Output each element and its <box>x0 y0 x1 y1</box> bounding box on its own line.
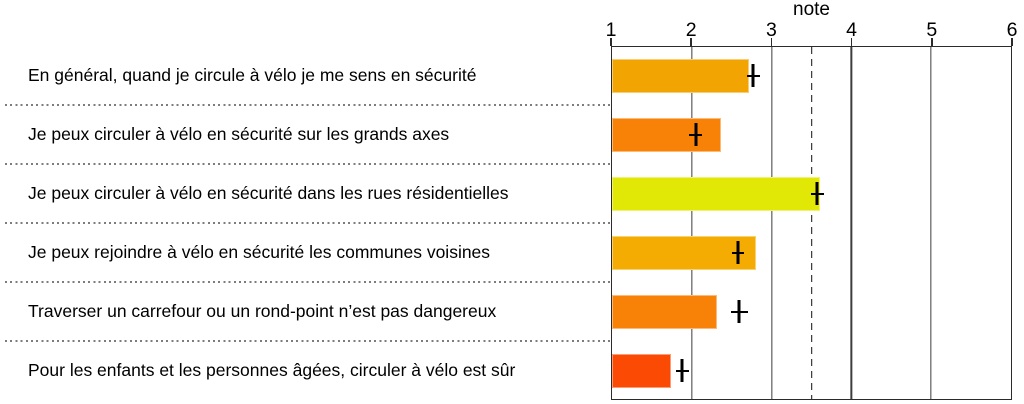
mean-marker <box>736 241 740 264</box>
row-label: Je peux circuler à vélo en sécurité sur … <box>28 124 450 144</box>
mean-marker <box>680 359 684 382</box>
row-label: Je peux rejoindre à vélo en sécurité les… <box>28 242 491 262</box>
gridline <box>770 47 773 399</box>
gridline <box>691 47 693 399</box>
axis-title: note <box>793 0 830 20</box>
axis-tick-mark <box>850 38 853 46</box>
row-label: Je peux circuler à vélo en sécurité dans… <box>28 183 509 203</box>
axis-tick-label: 5 <box>926 19 938 41</box>
axis-tick-label: 3 <box>765 19 777 41</box>
bar <box>612 117 721 152</box>
mean-marker <box>737 300 741 323</box>
mean-marker <box>694 123 698 146</box>
axis-tick-label: 1 <box>605 19 617 41</box>
axis-tick-label: 2 <box>685 19 697 41</box>
gridline <box>850 47 853 399</box>
axis-tick-mark <box>1011 38 1013 46</box>
dashed-reference-line <box>810 47 813 399</box>
bar <box>612 294 717 329</box>
row-separator <box>5 281 1012 283</box>
axis-tick-mark <box>931 38 933 46</box>
axis-tick-label: 4 <box>846 19 858 41</box>
row-separator <box>5 163 1012 165</box>
row-separator <box>5 104 1012 106</box>
mean-marker <box>751 64 755 87</box>
axis-tick-mark <box>690 38 692 46</box>
plot-area <box>611 46 1012 400</box>
gridline <box>930 47 932 399</box>
row-label: En général, quand je circule à vélo je m… <box>28 65 477 85</box>
bar <box>612 353 672 388</box>
axis-tick-label: 6 <box>1006 19 1018 41</box>
axis-tick-mark <box>770 38 773 46</box>
row-separator <box>5 340 1012 342</box>
row-label: Pour les enfants et les personnes âgées,… <box>28 360 516 380</box>
bar <box>612 176 821 211</box>
mean-marker <box>815 182 819 205</box>
bar <box>612 58 750 93</box>
row-separator <box>5 222 1012 224</box>
axis-tick-mark <box>610 38 612 46</box>
row-label: Traverser un carrefour ou un rond-point … <box>28 301 497 321</box>
